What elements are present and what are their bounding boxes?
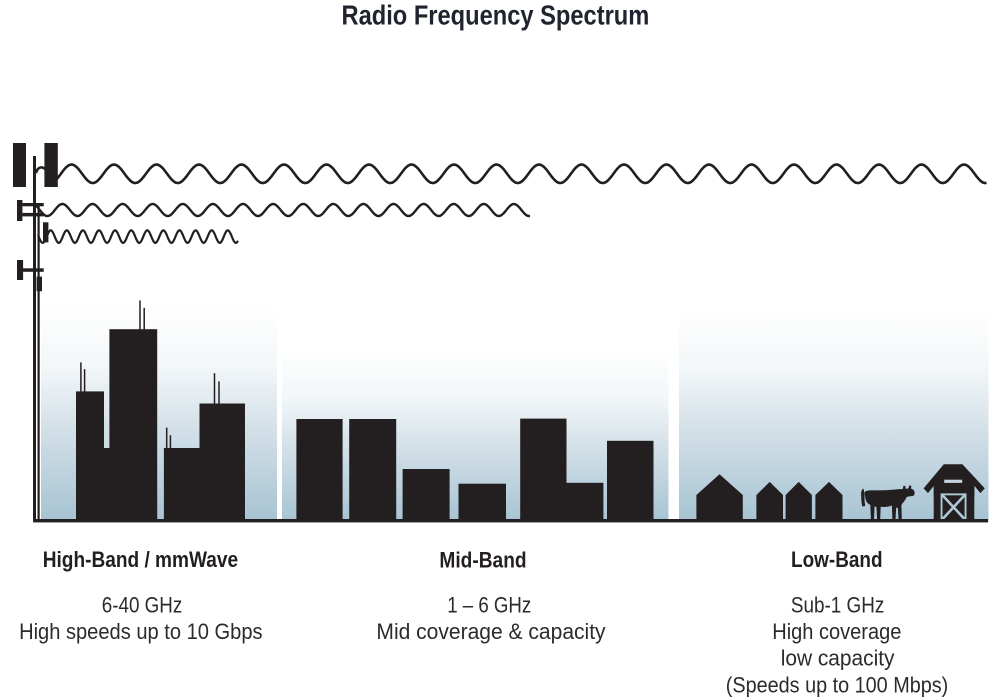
svg-text:Sub-1 GHz: Sub-1 GHz	[791, 593, 884, 618]
svg-text:High-Band / mmWave: High-Band / mmWave	[43, 548, 238, 573]
svg-text:(Speeds up to 100 Mbps): (Speeds up to 100 Mbps)	[726, 673, 948, 697]
svg-text:Mid-Band: Mid-Band	[439, 548, 526, 573]
svg-text:Radio Frequency Spectrum: Radio Frequency Spectrum	[342, 1, 650, 31]
svg-text:High coverage: High coverage	[772, 619, 901, 644]
svg-text:Low-Band: Low-Band	[791, 548, 882, 573]
svg-text:Mid coverage & capacity: Mid coverage & capacity	[376, 618, 605, 644]
svg-text:low capacity: low capacity	[781, 645, 895, 671]
svg-text:1 – 6 GHz: 1 – 6 GHz	[447, 593, 531, 618]
svg-text:High speeds up to 10 Gbps: High speeds up to 10 Gbps	[19, 619, 262, 644]
svg-text:6-40 GHz: 6-40 GHz	[102, 593, 182, 618]
